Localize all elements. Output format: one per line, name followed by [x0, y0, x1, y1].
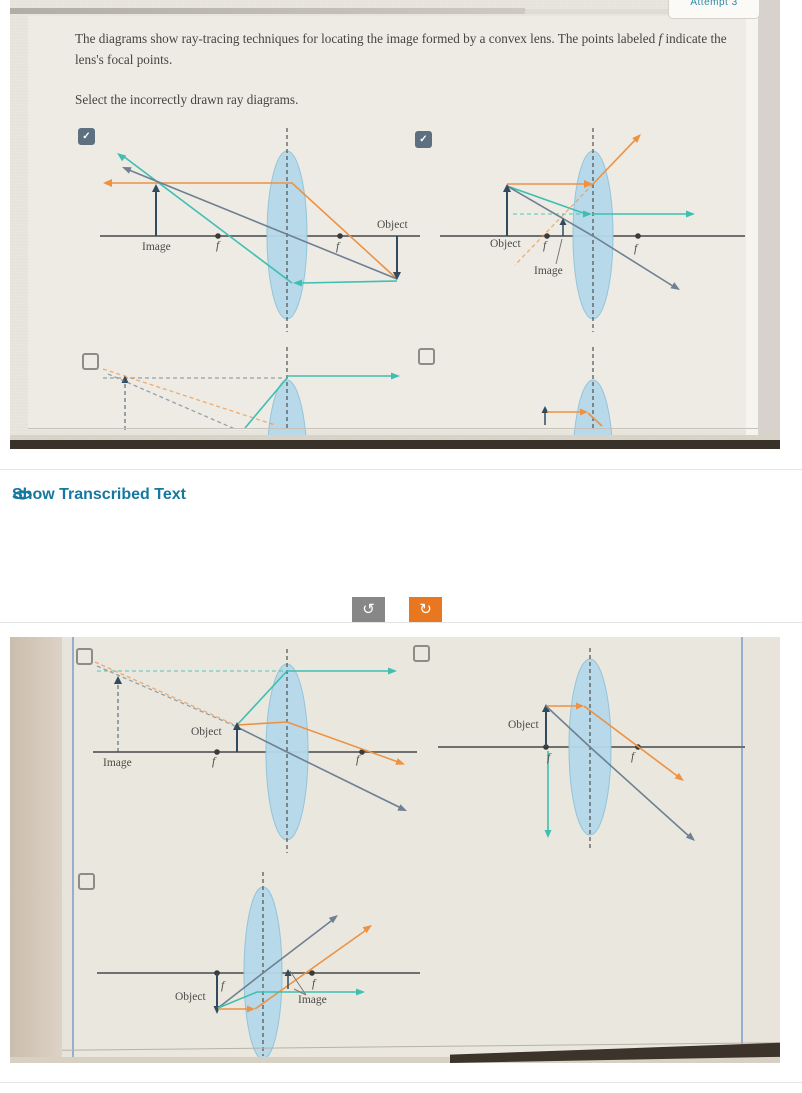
page-rule-left	[72, 637, 74, 1063]
checkbox-diagram-2: ✓	[415, 131, 432, 148]
focal-label: f	[547, 752, 552, 764]
eye-icon	[12, 490, 33, 500]
image-label: Image	[142, 241, 171, 253]
checkbox-diagram-7	[78, 873, 95, 890]
photo-right-margin	[746, 0, 758, 449]
photo-desk-left	[10, 637, 62, 1063]
photo-dark-edge	[10, 440, 780, 449]
divider	[0, 1082, 802, 1083]
focal-label: f	[212, 756, 217, 768]
rays	[103, 153, 401, 287]
checkbox-diagram-6	[413, 645, 430, 662]
image-label: Image	[298, 994, 327, 1006]
image-label: Image	[103, 757, 132, 769]
ray-diagram-7: Object f f Image	[97, 872, 420, 1060]
attempts-button: Attempt 3	[668, 0, 760, 19]
ray-diagram-2: Object f f Image	[440, 128, 745, 332]
ray-diagram-4-partial	[541, 347, 614, 449]
divider	[0, 469, 802, 470]
question-text: The diagrams show ray-tracing techniques…	[75, 31, 727, 67]
checkbox-diagram-3	[82, 353, 99, 370]
focal-label: f	[216, 240, 221, 252]
ray-diagram-3-partial	[102, 347, 400, 449]
image-label: Image	[534, 265, 563, 277]
photo-desk-strip	[10, 435, 780, 440]
rays	[102, 368, 400, 430]
checkbox-diagram-1: ✓	[78, 128, 95, 145]
question-photo-bottom[interactable]: Image f f Object Object	[10, 637, 780, 1063]
photo-page-background	[73, 637, 742, 1063]
show-transcribed-text-label: Show Transcribed Text	[12, 486, 186, 503]
redo-button[interactable]: ↻	[409, 597, 442, 622]
rays	[542, 702, 695, 841]
object-label: Object	[175, 991, 206, 1003]
focal-label: f	[631, 751, 636, 763]
focal-label: f	[356, 754, 361, 766]
undo-button[interactable]: ↺	[352, 597, 385, 622]
object-label: Object	[490, 238, 521, 250]
focal-label: f	[336, 241, 341, 253]
focal-label: f	[634, 243, 639, 255]
object-label: Object	[191, 726, 222, 738]
checkbox-diagram-5	[76, 648, 93, 665]
focal-label: f	[312, 978, 317, 990]
page-rule-right	[741, 637, 743, 1063]
photo-screen-edge	[10, 8, 525, 14]
question-prompt: Select the incorrectly drawn ray diagram…	[75, 92, 299, 107]
photo-page-edge	[28, 428, 758, 429]
show-transcribed-text-link[interactable]: Show Transcribed Text	[12, 486, 186, 504]
divider	[0, 622, 802, 623]
focal-label: f	[543, 240, 548, 252]
photo-right-bezel	[758, 0, 780, 449]
checkbox-diagram-4	[418, 348, 435, 365]
focal-label: f	[221, 980, 226, 992]
object-label: Object	[377, 219, 408, 231]
rays	[503, 134, 695, 290]
rays	[94, 661, 407, 811]
rays	[213, 915, 372, 1014]
ray-diagram-1: Image f f Object	[100, 128, 420, 332]
photo-underside	[10, 1057, 780, 1063]
object-label: Object	[508, 719, 539, 731]
photo-page-background	[28, 16, 758, 430]
rays	[541, 406, 603, 427]
ray-diagram-6: Object f f	[438, 648, 745, 850]
question-photo-top[interactable]: Attempt 3 The diagrams show ray-tracing …	[10, 0, 780, 449]
ray-diagram-5: Image f f Object	[93, 649, 417, 853]
photo-screen-edge-2	[525, 9, 760, 14]
